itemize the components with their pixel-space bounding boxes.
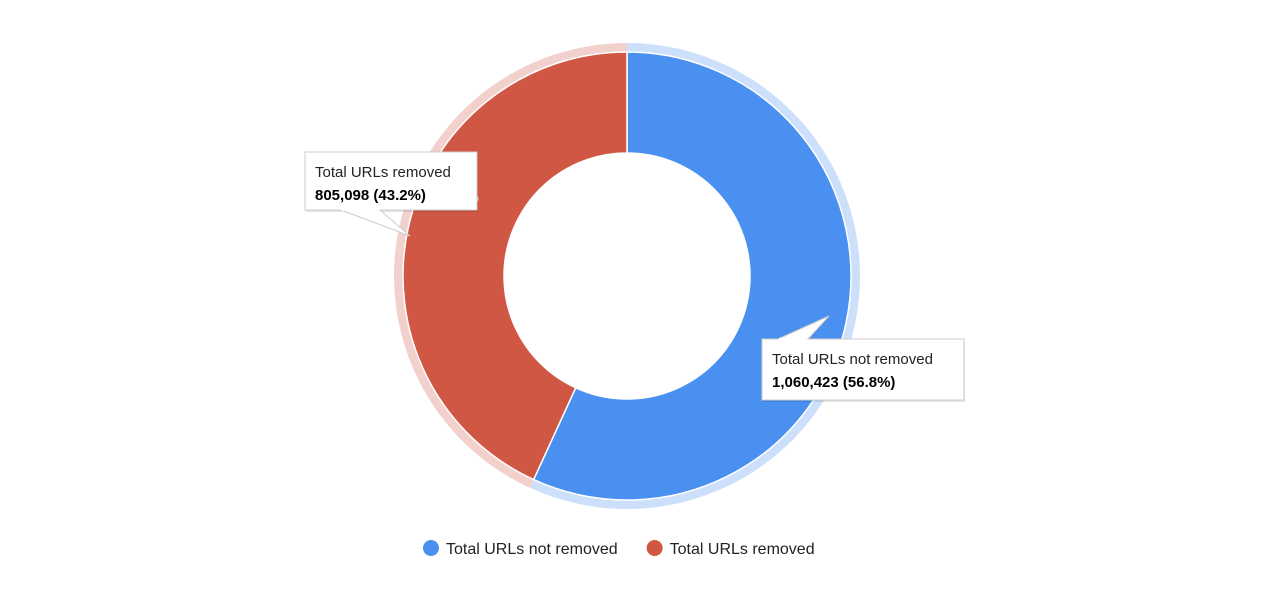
tooltip-series-name: Total URLs removed <box>315 164 451 181</box>
tooltip-value: 1,060,423 (56.8%) <box>772 374 895 391</box>
tooltip-pointer <box>340 209 411 237</box>
legend: Total URLs not removed Total URLs removed <box>423 540 815 558</box>
legend-label: Total URLs not removed <box>446 541 618 558</box>
tooltip-value: 805,098 (43.2%) <box>315 187 426 204</box>
tooltip-box <box>304 151 478 211</box>
tooltip-box <box>761 338 965 401</box>
legend-label: Total URLs removed <box>670 541 815 558</box>
legend-item-1[interactable]: Total URLs removed <box>646 540 815 558</box>
legend-swatch <box>646 540 663 556</box>
tooltip-0: Total URLs not removed 1,060,423 (56.8%) <box>761 315 965 402</box>
legend-swatch <box>423 540 439 556</box>
donut-slices <box>402 51 852 501</box>
tooltip-1: Total URLs removed 805,098 (43.2%) <box>304 151 478 237</box>
legend-item-0[interactable]: Total URLs not removed <box>423 540 618 558</box>
tooltip-series-name: Total URLs not removed <box>772 351 933 368</box>
